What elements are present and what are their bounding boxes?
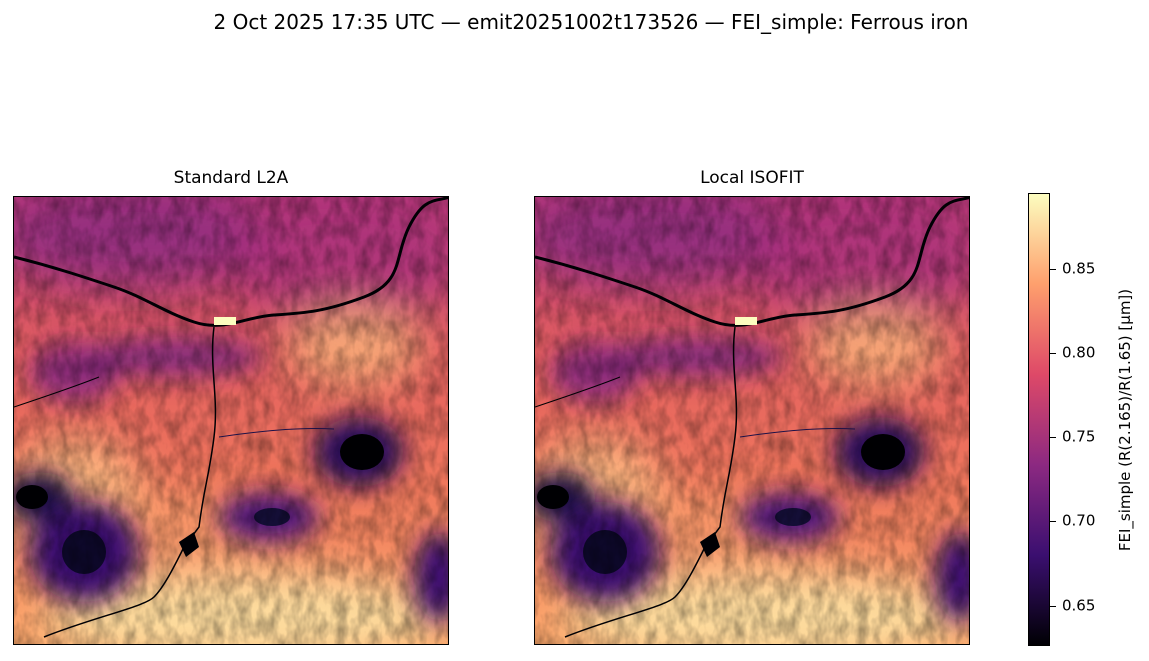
figure-suptitle: 2 Oct 2025 17:35 UTC — emit20251002t1735… <box>213 10 969 34</box>
colorbar-tick-label: 0.70 <box>1062 511 1096 530</box>
colorbar-tick-label: 0.65 <box>1062 596 1096 615</box>
colorbar-tick <box>1050 605 1056 607</box>
map-image-local-isofit <box>534 196 970 645</box>
panel-title-standard-l2a: Standard L2A <box>173 168 289 188</box>
colorbar-tick-label: 0.80 <box>1062 343 1096 362</box>
map-image-standard-l2a <box>13 196 449 645</box>
colorbar-tick-label: 0.75 <box>1062 427 1096 446</box>
colorbar-tick <box>1050 521 1056 523</box>
colorbar <box>1028 193 1050 646</box>
colorbar-label: FEI_simple (R(2.165)/R(1.65) [µm]) <box>1116 288 1134 552</box>
colorbar-tick-label: 0.85 <box>1062 259 1096 278</box>
colorbar-tick <box>1050 268 1056 270</box>
panel-title-local-isofit: Local ISOFIT <box>700 168 804 188</box>
colorbar-tick <box>1050 352 1056 354</box>
colorbar-tick <box>1050 437 1056 439</box>
